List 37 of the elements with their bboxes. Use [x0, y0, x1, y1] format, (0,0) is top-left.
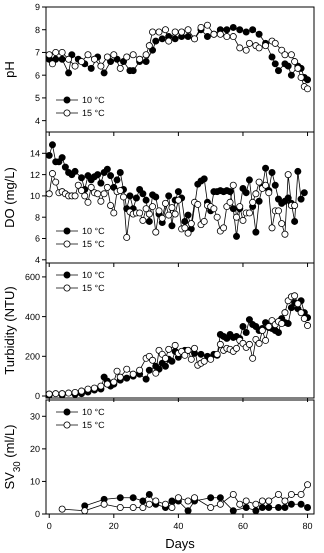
x-tick-label: 0 — [46, 521, 52, 531]
x-tick-label: 20 — [108, 521, 119, 531]
y-tick-label: 600 — [24, 272, 40, 282]
y-tick-label: 5 — [34, 93, 40, 104]
y-axis-title: pH — [2, 61, 17, 78]
legend-label: 15 °C — [82, 239, 106, 250]
y-tick-label: 400 — [24, 312, 40, 322]
y-tick-label: 9 — [34, 2, 40, 12]
legend-label: 10 °C — [82, 226, 106, 236]
y-tick-label: 8 — [34, 212, 40, 222]
y-tick-label: 6 — [34, 234, 40, 244]
y-tick-label: 20 — [30, 444, 40, 454]
legend-label: 15 °C — [82, 420, 106, 430]
y-tick-label: 6 — [34, 70, 40, 80]
x-axis-title: Days — [165, 536, 196, 551]
y-tick-label: 7 — [34, 48, 40, 58]
x-tick-label: 60 — [238, 521, 248, 531]
y-tick-label: 30 — [30, 411, 40, 422]
legend-label: 10 °C — [82, 270, 106, 280]
y-tick-label: 12 — [30, 170, 40, 180]
y-tick-label: 14 — [30, 148, 40, 158]
x-tick-label: 40 — [173, 521, 184, 531]
y-tick-label: 4 — [34, 116, 40, 126]
legend-label: 10 °C — [82, 407, 106, 418]
x-tick-label: 80 — [302, 521, 313, 531]
y-tick-label: 4 — [34, 254, 40, 265]
y-tick-label: 0 — [34, 391, 40, 402]
y-tick-label: 0 — [34, 509, 40, 520]
y-axis-title: Turbidity (NTU) — [2, 286, 17, 375]
y-axis-title: DO (mg/L) — [2, 167, 17, 228]
y-tick-label: 8 — [34, 24, 40, 35]
y-tick-label: 10 — [30, 476, 40, 487]
legend-label: 15 °C — [82, 108, 106, 118]
legend-label: 10 °C — [82, 95, 106, 106]
y-tick-label: 10 — [30, 191, 40, 202]
y-tick-label: 200 — [24, 351, 40, 362]
legend-label: 15 °C — [82, 283, 106, 294]
